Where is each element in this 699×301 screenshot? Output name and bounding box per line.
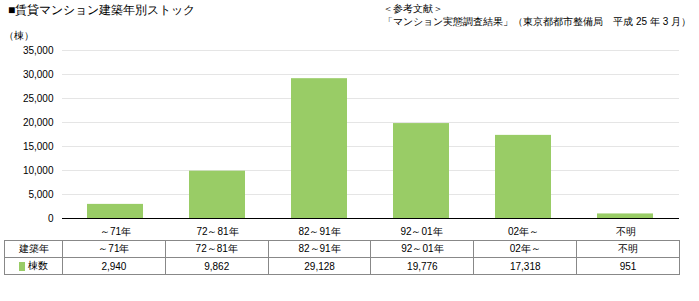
html-text:～71年: ～71年 bbox=[98, 243, 130, 254]
html-text:02年～: 02年～ bbox=[509, 243, 541, 254]
html-text:17,318: 17,318 bbox=[509, 260, 541, 272]
html-text:9,862: 9,862 bbox=[204, 260, 230, 272]
html-text:「マンション実態調査結果」（東京都都市整備局 平成 25 年: 「マンション実態調査結果」（東京都都市整備局 平成 25 年 3 月） bbox=[383, 16, 691, 27]
html-text:■賃貸マンション建築年別ストック: ■賃貸マンション建築年別ストック bbox=[8, 3, 196, 17]
html-text:棟数: 棟数 bbox=[28, 260, 48, 271]
html-text:不明: 不明 bbox=[618, 243, 638, 254]
html-text:＜参考文献＞: ＜参考文献＞ bbox=[383, 3, 444, 14]
html-text:82～91年: 82～91年 bbox=[298, 243, 341, 254]
html-text:2,940: 2,940 bbox=[101, 260, 127, 272]
svg-text:20,000: 20,000 bbox=[23, 117, 54, 128]
html-text:951: 951 bbox=[619, 260, 637, 272]
html-text:72～81年: 72～81年 bbox=[195, 243, 238, 254]
svg-text:0: 0 bbox=[48, 213, 54, 224]
html-text:19,776: 19,776 bbox=[407, 260, 438, 272]
html-text:建築年: 建築年 bbox=[18, 243, 49, 254]
svg-text:25,000: 25,000 bbox=[23, 93, 54, 104]
svg-text:92～01年: 92～01年 bbox=[400, 226, 442, 237]
html-text:92～01年: 92～01年 bbox=[401, 243, 444, 254]
svg-text:（棟）: （棟） bbox=[4, 30, 34, 41]
svg-text:82～91年: 82～91年 bbox=[298, 226, 340, 237]
svg-text:72～81年: 72～81年 bbox=[196, 226, 238, 237]
svg-text:10,000: 10,000 bbox=[23, 165, 54, 176]
svg-text:15,000: 15,000 bbox=[23, 141, 54, 152]
svg-text:02年～: 02年～ bbox=[508, 226, 539, 237]
html-text:29,128: 29,128 bbox=[304, 260, 335, 272]
svg-text:～71年: ～71年 bbox=[100, 226, 131, 237]
svg-text:不明: 不明 bbox=[616, 226, 636, 237]
svg-text:5,000: 5,000 bbox=[28, 189, 53, 200]
svg-text:35,000: 35,000 bbox=[23, 45, 54, 56]
svg-text:30,000: 30,000 bbox=[23, 69, 54, 80]
